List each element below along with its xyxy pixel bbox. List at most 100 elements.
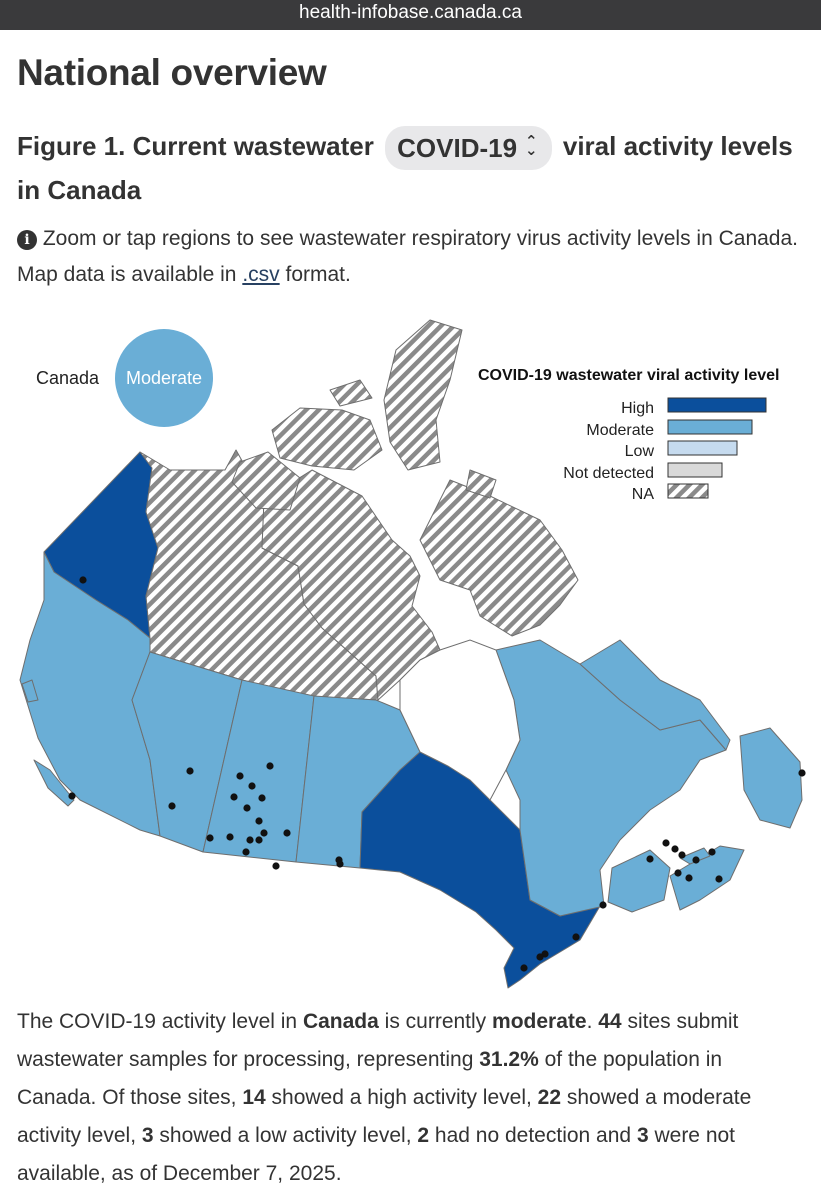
region-nova-scotia[interactable]: [669, 845, 745, 911]
summary-text: of the population in Canada. Of those si…: [17, 1048, 723, 1109]
region-haida-gwaii[interactable]: [21, 679, 39, 703]
map-legend: COVID-19 wastewater viral activity level…: [478, 367, 779, 503]
summary-level: moderate: [492, 1010, 587, 1033]
site-marker[interactable]: [266, 762, 274, 770]
summary-region: Canada: [302, 1010, 379, 1033]
site-marker[interactable]: [243, 804, 251, 812]
virus-select[interactable]: COVID-19 ⌃ ⌄: [385, 126, 552, 171]
figure-title: Figure 1. Current wastewater COVID-19 ⌃ ⌄ …: [17, 126, 817, 210]
site-marker[interactable]: [255, 836, 263, 844]
site-marker[interactable]: [186, 767, 194, 775]
legend-title: COVID-19 wastewater viral activity level: [478, 367, 779, 384]
national-badge-label: Canada: [36, 368, 100, 388]
site-marker[interactable]: [692, 856, 700, 864]
url-text: health-infobase.canada.ca: [299, 2, 522, 23]
site-marker[interactable]: [246, 836, 254, 844]
site-marker[interactable]: [230, 793, 238, 801]
summary-text: is currently: [384, 1010, 487, 1033]
legend-swatch-na: [667, 483, 709, 499]
summary-high-count: 14: [242, 1086, 266, 1109]
legend-swatch-moderate: [667, 419, 753, 435]
region-labrador[interactable]: [579, 639, 731, 751]
map-instructions: i Zoom or tap regions to see wastewater …: [17, 221, 817, 293]
site-marker[interactable]: [168, 802, 176, 810]
legend-swatch-low: [667, 440, 738, 456]
summary-low-count: 3: [141, 1124, 154, 1147]
site-marker[interactable]: [715, 875, 723, 883]
site-marker[interactable]: [255, 817, 263, 825]
summary-moderate-count: 22: [537, 1086, 562, 1109]
site-marker[interactable]: [599, 901, 607, 909]
site-marker[interactable]: [336, 860, 344, 868]
legend-label-high: High: [621, 400, 654, 417]
summary-text: showed a high activity level,: [271, 1086, 532, 1109]
region-nunavut-south-islands[interactable]: [419, 479, 579, 637]
summary-text: showed a low activity level,: [159, 1124, 412, 1147]
national-badge-level: Moderate: [126, 368, 202, 388]
site-marker[interactable]: [798, 769, 806, 777]
legend-label-not-detected: Not detected: [563, 465, 654, 482]
browser-url-bar[interactable]: health-infobase.canada.ca: [0, 0, 821, 30]
legend-label-moderate: Moderate: [586, 422, 654, 439]
site-marker[interactable]: [79, 576, 87, 584]
site-marker[interactable]: [678, 851, 686, 859]
hudson-bay: [399, 639, 521, 801]
region-newfoundland[interactable]: [739, 727, 803, 829]
activity-summary: The COVID-19 activity level in Canada is…: [17, 1003, 807, 1193]
region-prince-edward-island[interactable]: [679, 847, 711, 865]
summary-text: showed a moderate activity level,: [17, 1086, 752, 1147]
region-nunavut-baffin[interactable]: [383, 319, 463, 471]
figure-title-prefix: Figure 1. Current wastewater: [17, 131, 374, 161]
summary-text: were not available, as of December 7, 20…: [17, 1124, 736, 1185]
csv-download-link[interactable]: .csv: [242, 263, 280, 286]
site-marker[interactable]: [708, 848, 716, 856]
site-marker[interactable]: [236, 772, 244, 780]
region-ontario[interactable]: [359, 751, 601, 989]
region-vancouver-island[interactable]: [33, 759, 75, 807]
figure-title-suffix: viral activity levels in Canada: [17, 131, 793, 206]
summary-population-pct: 31.2%: [479, 1048, 539, 1071]
summary-text: The COVID-19 activity level in: [17, 1010, 298, 1033]
site-marker[interactable]: [685, 874, 693, 882]
site-marker[interactable]: [520, 964, 528, 972]
site-marker[interactable]: [283, 829, 291, 837]
region-nunavut-small-island-1[interactable]: [329, 379, 373, 407]
summary-text: had no detection and: [434, 1124, 632, 1147]
site-marker[interactable]: [272, 862, 280, 870]
legend-label-na: NA: [632, 486, 655, 503]
summary-text: sites submit wastewater samples for proc…: [17, 1010, 739, 1071]
legend-label-low: Low: [625, 443, 655, 460]
summary-site-count: 44: [598, 1010, 622, 1033]
updown-chevron-icon: ⌃ ⌄: [525, 133, 538, 160]
instructions-text-end: format.: [285, 263, 351, 286]
site-marker[interactable]: [68, 792, 76, 800]
site-marker[interactable]: [206, 834, 214, 842]
site-marker[interactable]: [572, 933, 580, 941]
region-new-brunswick[interactable]: [607, 849, 671, 913]
virus-select-value: COVID-19: [397, 133, 518, 164]
site-marker[interactable]: [646, 855, 654, 863]
info-icon: i: [17, 230, 37, 250]
summary-na-count: 3: [636, 1124, 649, 1147]
site-marker[interactable]: [248, 782, 256, 790]
site-markers: [68, 576, 806, 972]
region-nunavut-small-island-2[interactable]: [465, 469, 497, 499]
summary-not-detected-count: 2: [417, 1124, 430, 1147]
region-nunavut-victoria-island[interactable]: [231, 451, 301, 511]
site-marker[interactable]: [662, 839, 670, 847]
national-level-badge[interactable]: Canada Moderate: [36, 329, 213, 427]
site-marker[interactable]: [674, 869, 682, 877]
summary-text: .: [586, 1010, 593, 1033]
legend-swatch-not-detected: [667, 462, 723, 478]
national-level-circle: [115, 329, 213, 427]
site-marker[interactable]: [536, 953, 544, 961]
site-marker[interactable]: [671, 845, 679, 853]
map-regions: [19, 319, 803, 989]
instructions-text: Zoom or tap regions to see wastewater re…: [17, 227, 799, 286]
site-marker[interactable]: [260, 829, 268, 837]
site-marker[interactable]: [258, 794, 266, 802]
site-marker[interactable]: [242, 848, 250, 856]
region-nunavut-arctic-islands[interactable]: [271, 407, 383, 471]
site-marker[interactable]: [226, 833, 234, 841]
canada-map: Canada Moderate COVID-19 wastewater vira…: [19, 319, 806, 989]
